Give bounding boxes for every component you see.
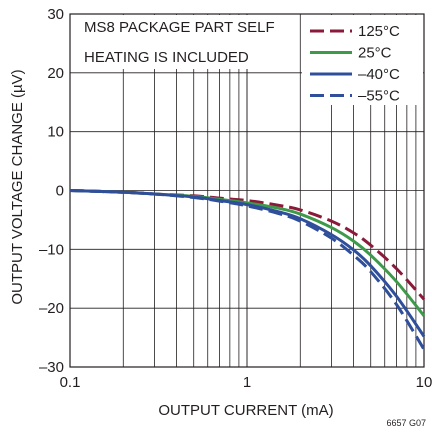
legend-label-4: –55°C: [358, 88, 400, 105]
annotation-background: [72, 15, 296, 69]
y-tick-label: 20: [47, 65, 64, 82]
legend-label-1: 125°C: [358, 23, 400, 40]
legend: 125°C 25°C –40°C –55°C: [302, 15, 423, 105]
annotation-line-2: HEATING IS INCLUDED: [84, 49, 249, 66]
x-axis-title: OUTPUT CURRENT (mA): [158, 402, 333, 419]
series-line-4: [69, 189, 426, 351]
y-tick-label: 30: [47, 6, 64, 23]
annotation-line-1: MS8 PACKAGE PART SELF: [84, 19, 275, 36]
x-tick-label: 10: [416, 374, 432, 391]
x-tick-label: 1: [243, 374, 251, 391]
series-layer: [69, 189, 426, 351]
y-tick-label: –20: [39, 300, 64, 317]
annotation-box: MS8 PACKAGE PART SELF HEATING IS INCLUDE…: [72, 15, 296, 69]
legend-label-3: –40°C: [358, 66, 400, 83]
x-tick-label: 0.1: [60, 374, 81, 391]
y-axis-title: OUTPUT VOLTAGE CHANGE (µV): [9, 69, 26, 304]
legend-label-2: 25°C: [358, 45, 392, 62]
x-tick-labels: 0.1 1 10: [60, 374, 432, 391]
y-tick-label: 0: [56, 183, 64, 200]
y-tick-label: –30: [39, 359, 64, 376]
y-tick-label: –10: [39, 241, 64, 258]
figure-id: 6657 G07: [386, 418, 426, 428]
y-tick-labels: 30 20 10 0 –10 –20 –30: [39, 6, 64, 376]
y-tick-label: 10: [47, 124, 64, 141]
